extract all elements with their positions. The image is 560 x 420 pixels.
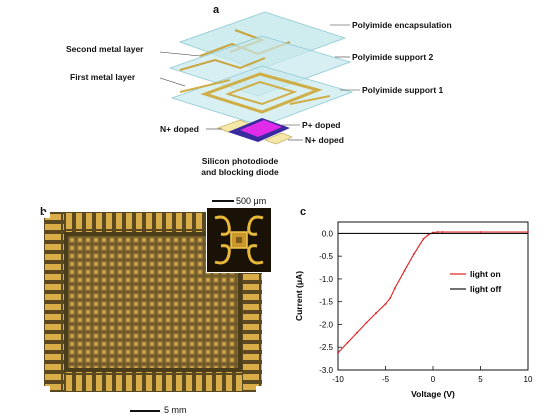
x-tick-label: 5 [478, 375, 483, 384]
y-tick-label: -2.0 [319, 320, 333, 329]
data-point [403, 269, 406, 272]
data-point [479, 231, 482, 233]
y-tick-label: -3.0 [319, 366, 333, 375]
first-metal-trace [179, 79, 231, 93]
data-point [436, 231, 439, 233]
y-tick-label: -0.5 [319, 252, 333, 261]
label-n-doped-left: N+ doped [160, 124, 199, 134]
exploded-layer-diagram [159, 11, 360, 145]
pixel-inset [206, 207, 272, 273]
data-point [389, 297, 392, 299]
legend-entry: light on [470, 269, 501, 279]
caption-photodiode-line1: Silicon photodiode [201, 156, 279, 166]
data-point [413, 252, 415, 255]
data-point [427, 233, 430, 236]
scale-label-small: 500 μm [236, 196, 267, 206]
y-tick-label: 0.0 [322, 229, 334, 238]
data-point [384, 303, 387, 305]
data-point [365, 321, 368, 324]
y-tick-label: -1.0 [319, 275, 333, 284]
p-doped-region [240, 120, 282, 137]
panel-label-a: a [213, 4, 220, 16]
x-tick-label: -10 [332, 375, 344, 384]
label-polyimide-support-2: Polyimide support 2 [352, 52, 434, 62]
data-point [356, 331, 358, 334]
legend-entry: light off [470, 284, 501, 294]
label-polyimide-encapsulation: Polyimide encapsulation [352, 20, 452, 30]
label-first-metal-layer: First metal layer [70, 72, 136, 82]
data-point [375, 312, 377, 314]
caption-photodiode-line2: and blocking diode [201, 167, 279, 177]
x-tick-label: 0 [431, 375, 436, 384]
data-point [346, 341, 349, 344]
scale-label-large: 5 mm [164, 405, 187, 415]
y-tick-label: -2.5 [319, 343, 333, 352]
n-doped-right-region [264, 132, 293, 145]
plot-frame [337, 221, 529, 371]
data-point [441, 231, 444, 233]
y-axis-label: Current (μA) [294, 271, 304, 321]
y-tick-label: -1.5 [319, 298, 333, 307]
pixel-inset-image [207, 208, 271, 272]
data-point [394, 287, 396, 289]
label-second-metal-layer: Second metal layer [66, 44, 144, 54]
first-metal-trace [289, 95, 331, 105]
first-metal-ring-inner [224, 80, 298, 106]
label-n-doped-right: N+ doped [305, 135, 344, 145]
panel-label-b: b [40, 206, 47, 218]
x-tick-label: 10 [524, 375, 533, 384]
data-point [527, 231, 529, 233]
x-axis-label: Voltage (V) [411, 389, 455, 399]
first-metal-ring [200, 72, 323, 114]
data-point [422, 237, 425, 240]
panel-label-c: c [300, 206, 307, 218]
iv-curve-chart: -10 -5 0 5 10 0.0 -0.5 -1.0 -1.5 -2.0 -2.5 -3.0 Volt… [294, 221, 533, 399]
x-tick-label: -5 [382, 375, 390, 384]
first-metal-trace [179, 57, 266, 71]
scale-bar-large [130, 410, 160, 412]
data-point [337, 351, 339, 354]
scale-bar-small [212, 200, 234, 202]
label-p-doped: P+ doped [302, 120, 341, 130]
polyimide-support-1-layer [170, 65, 354, 127]
label-polyimide-support-1: Polyimide support 1 [362, 85, 444, 95]
